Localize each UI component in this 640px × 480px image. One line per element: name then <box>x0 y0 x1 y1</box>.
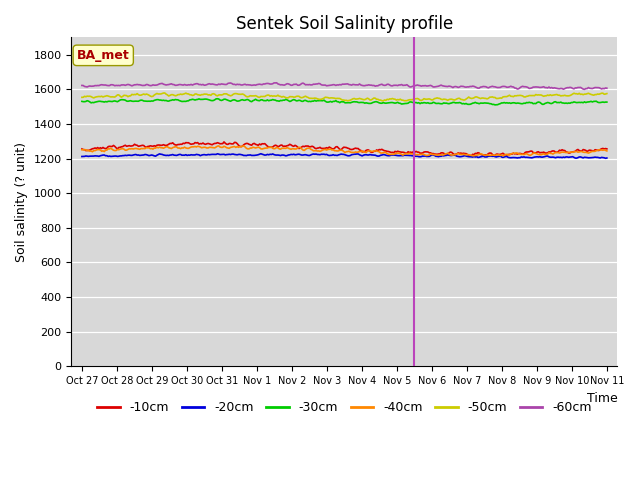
Text: BA_met: BA_met <box>77 49 130 62</box>
X-axis label: Time: Time <box>587 392 618 405</box>
Title: Sentek Soil Salinity profile: Sentek Soil Salinity profile <box>236 15 453 33</box>
Y-axis label: Soil salinity (? unit): Soil salinity (? unit) <box>15 142 28 262</box>
Legend: -10cm, -20cm, -30cm, -40cm, -50cm, -60cm: -10cm, -20cm, -30cm, -40cm, -50cm, -60cm <box>92 396 596 420</box>
